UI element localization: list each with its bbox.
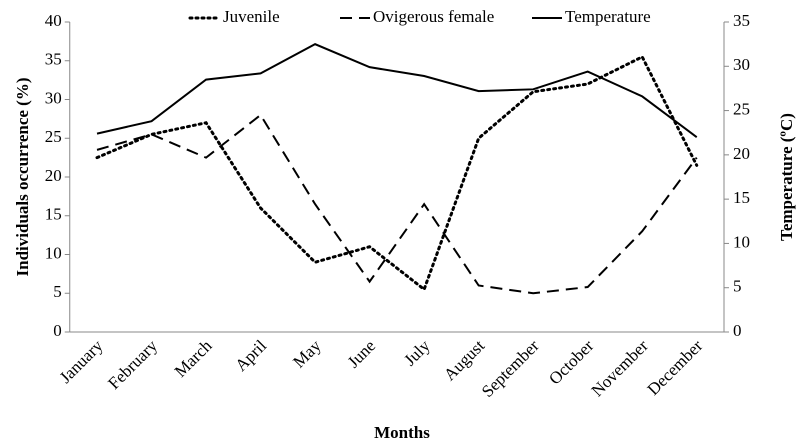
- x-tick-label: August: [440, 336, 488, 384]
- x-tick-label: June: [344, 336, 379, 371]
- x-tick-label: February: [104, 336, 161, 393]
- series-line: [95, 54, 699, 292]
- y-tick-label: 20: [45, 166, 62, 185]
- y-tick-label: 0: [53, 321, 62, 340]
- y2-tick-label: 30: [733, 55, 750, 74]
- y2-tick-label: 25: [733, 99, 750, 118]
- y-tick-label: 40: [45, 11, 62, 30]
- legend-label: Temperature: [565, 7, 651, 26]
- series-line: [96, 113, 698, 295]
- y-tick-label: 15: [45, 205, 62, 224]
- y2-tick-label: 10: [733, 232, 750, 251]
- x-tick-label: July: [400, 336, 434, 370]
- legend-label: Ovigerous female: [373, 7, 494, 26]
- x-tick-label: December: [644, 336, 707, 399]
- y2-tick-label: 20: [733, 144, 750, 163]
- y2-tick-label: 15: [733, 188, 750, 207]
- x-tick-label: March: [171, 336, 216, 381]
- x-tick-label: November: [588, 336, 652, 400]
- x-tick-label: April: [231, 336, 270, 375]
- x-tick-label: October: [545, 336, 597, 388]
- y-tick-label: 30: [45, 88, 62, 107]
- x-tick-label: September: [478, 336, 543, 401]
- y-axis-label: Individuals occurrence (%): [13, 78, 32, 277]
- x-tick-label: May: [289, 336, 325, 372]
- y2-axis-label: Temperature (ºC): [777, 113, 796, 241]
- y-tick-label: 10: [45, 243, 62, 262]
- y2-tick-label: 5: [733, 277, 742, 296]
- series-line: [96, 43, 698, 138]
- x-tick-label: January: [56, 336, 107, 387]
- x-axis-label: Months: [374, 423, 430, 442]
- y2-tick-label: 0: [733, 321, 742, 340]
- y-tick-label: 35: [45, 50, 62, 69]
- y-tick-label: 25: [45, 127, 62, 146]
- legend-label: Juvenile: [223, 7, 280, 26]
- y2-tick-label: 35: [733, 11, 750, 30]
- y-tick-label: 5: [53, 282, 62, 301]
